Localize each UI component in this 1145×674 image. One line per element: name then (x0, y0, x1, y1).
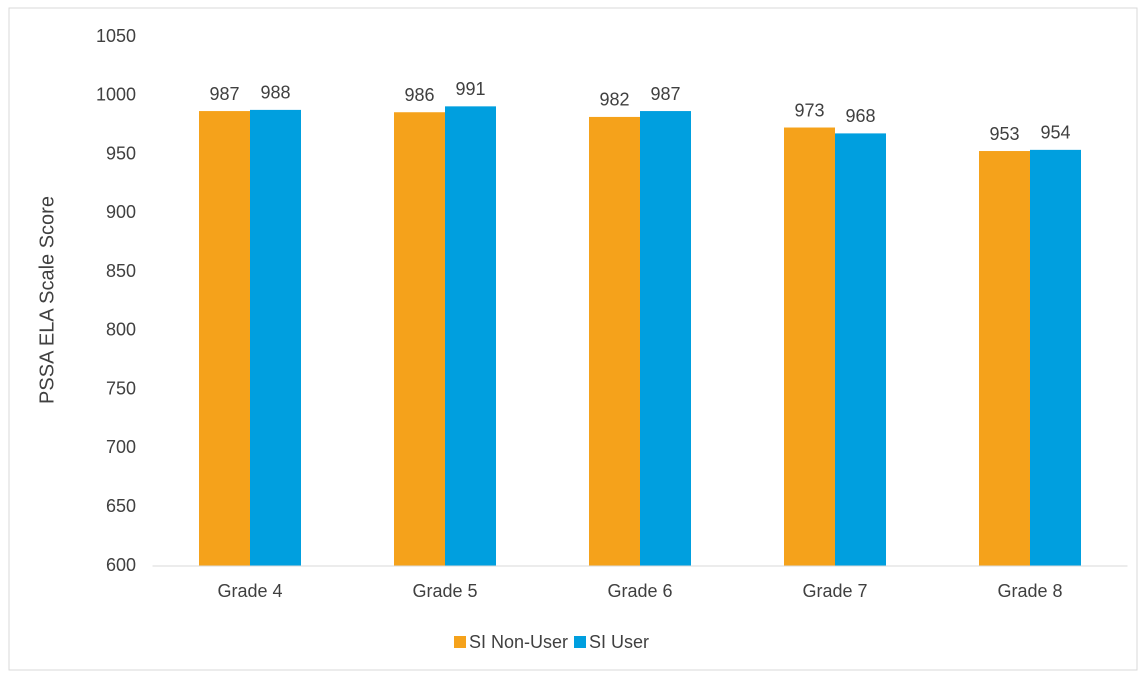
bar (589, 116, 640, 566)
y-axis-title: PSSA ELA Scale Score (36, 196, 58, 404)
bar (784, 127, 835, 567)
data-label: 987 (650, 84, 680, 104)
x-tick-label: Grade 6 (607, 581, 672, 601)
bar (1030, 149, 1081, 566)
x-tick-label: Grade 7 (802, 581, 867, 601)
y-tick-label: 850 (106, 261, 136, 281)
x-tick-label: Grade 8 (997, 581, 1062, 601)
y-tick-label: 600 (106, 555, 136, 575)
chart-border (8, 7, 1138, 671)
data-label: 991 (455, 79, 485, 99)
y-tick-label: 650 (106, 496, 136, 516)
data-label: 968 (845, 106, 875, 126)
y-tick-label: 800 (106, 320, 136, 340)
y-tick-label: 900 (106, 202, 136, 222)
y-tick-label: 1000 (96, 85, 136, 105)
legend-swatch (454, 636, 466, 648)
bar (640, 111, 691, 566)
y-tick-label: 1050 (96, 26, 136, 46)
x-tick-label: Grade 4 (217, 581, 282, 601)
legend-label: SI User (589, 632, 649, 652)
bar (445, 106, 496, 566)
data-label: 954 (1040, 123, 1070, 143)
legend-swatch (574, 636, 586, 648)
bar (250, 109, 301, 566)
bar (835, 133, 886, 566)
data-label: 973 (794, 100, 824, 120)
data-label: 988 (260, 83, 290, 103)
bar (394, 112, 445, 566)
data-label: 953 (989, 124, 1019, 144)
x-tick-label: Grade 5 (412, 581, 477, 601)
data-label: 987 (209, 84, 239, 104)
bar (199, 111, 250, 566)
data-label: 986 (404, 85, 434, 105)
y-tick-label: 750 (106, 378, 136, 398)
y-tick-label: 950 (106, 143, 136, 163)
bar (979, 151, 1030, 567)
data-label: 982 (599, 90, 629, 110)
y-tick-label: 700 (106, 437, 136, 457)
legend-label: SI Non-User (469, 632, 568, 652)
